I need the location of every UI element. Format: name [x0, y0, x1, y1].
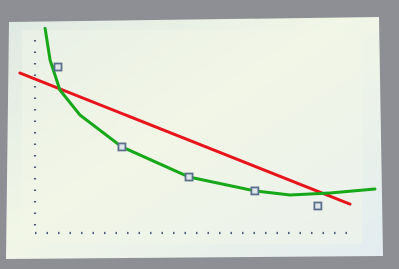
plot-area — [22, 30, 362, 244]
page: (() => { const data = JSON.parse(documen… — [0, 0, 399, 269]
data-point — [118, 143, 125, 150]
data-point — [186, 174, 193, 181]
data-point — [314, 202, 321, 209]
chart — [0, 0, 399, 269]
data-point — [251, 187, 258, 194]
data-point — [54, 64, 61, 71]
